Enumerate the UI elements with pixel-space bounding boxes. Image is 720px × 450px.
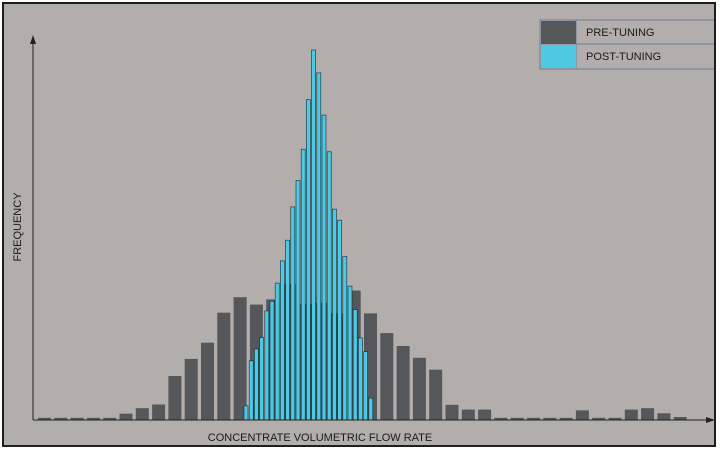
post-tuning-bar bbox=[259, 337, 264, 421]
post-tuning-bar bbox=[295, 180, 301, 421]
pre-tuning-bar bbox=[592, 417, 606, 420]
pre-tuning-bar bbox=[412, 357, 426, 420]
legend-label-post-tuning: POST-TUNING bbox=[586, 51, 661, 63]
pre-tuning-bar bbox=[461, 409, 475, 420]
post-tuning-bar bbox=[321, 114, 327, 421]
x-axis-label: CONCENTRATE VOLUMETRIC FLOW RATE bbox=[208, 432, 433, 444]
post-tuning-bar bbox=[269, 300, 275, 421]
y-axis-arrow-icon bbox=[30, 35, 36, 44]
post-tuning-bar bbox=[311, 49, 316, 421]
pre-tuning-bar bbox=[673, 417, 687, 420]
post-tuning-bar bbox=[358, 337, 363, 421]
pre-tuning-bar bbox=[152, 404, 166, 420]
pre-tuning-bar bbox=[657, 413, 671, 420]
pre-tuning-bar bbox=[641, 408, 655, 420]
pre-tuning-bar bbox=[478, 409, 492, 420]
pre-tuning-bar bbox=[217, 312, 231, 420]
pre-tuning-bar bbox=[608, 417, 622, 420]
pre-tuning-bar bbox=[559, 417, 573, 420]
pre-tuning-bar bbox=[184, 358, 198, 420]
post-tuning-bar bbox=[300, 148, 306, 421]
pre-tuning-bar bbox=[103, 417, 117, 420]
axes bbox=[30, 35, 714, 423]
post-tuning-bar bbox=[342, 256, 348, 421]
legend-swatch-post-tuning bbox=[541, 45, 576, 68]
pre-tuning-bar bbox=[494, 417, 508, 420]
y-axis-label: FREQUENCY bbox=[12, 192, 24, 262]
pre-tuning-bar bbox=[527, 417, 540, 420]
pre-tuning-bar bbox=[445, 404, 459, 420]
pre-tuning-bar bbox=[624, 409, 638, 420]
post-tuning-bar bbox=[368, 397, 374, 421]
pre-tuning-bar bbox=[510, 417, 524, 420]
pre-tuning-bar bbox=[429, 369, 443, 420]
pre-tuning-bar bbox=[380, 333, 394, 420]
post-tuning-bar bbox=[243, 405, 249, 421]
pre-tuning-bar bbox=[70, 417, 84, 420]
post-tuning-bar bbox=[332, 208, 337, 421]
legend-swatch-pre-tuning bbox=[541, 21, 576, 44]
pre-tuning-bar bbox=[54, 417, 68, 420]
post-tuning-bar bbox=[337, 219, 342, 421]
post-tuning-bar bbox=[363, 351, 368, 421]
pre-tuning-bar bbox=[135, 408, 149, 420]
legend-label-pre-tuning: PRE-TUNING bbox=[586, 27, 654, 39]
pre-tuning-bar bbox=[575, 410, 589, 420]
pre-tuning-bar bbox=[168, 376, 182, 420]
pre-tuning-bar bbox=[201, 342, 214, 420]
post-tuning-bar bbox=[264, 310, 270, 421]
post-tuning-bar bbox=[274, 282, 280, 421]
post-tuning-bar bbox=[352, 309, 358, 421]
post-tuning-bar bbox=[306, 99, 311, 421]
pre-tuning-bar bbox=[543, 417, 557, 420]
pre-tuning-bar bbox=[38, 417, 51, 420]
pre-tuning-bar bbox=[86, 417, 100, 420]
post-tuning-bar bbox=[285, 239, 290, 421]
pre-tuning-bar bbox=[233, 297, 247, 420]
post-tuning-bar bbox=[347, 285, 353, 421]
post-tuning-bar bbox=[290, 206, 296, 421]
post-tuning-bar bbox=[316, 72, 322, 421]
x-axis-arrow-icon bbox=[706, 417, 714, 423]
histogram-chart: CONCENTRATE VOLUMETRIC FLOW RATE FREQUEN… bbox=[12, 19, 714, 444]
pre-tuning-bar bbox=[396, 346, 410, 420]
post-tuning-bar bbox=[280, 260, 285, 421]
post-tuning-bar bbox=[254, 348, 259, 421]
legend: PRE-TUNING POST-TUNING bbox=[539, 19, 714, 70]
pre-tuning-bar bbox=[119, 413, 133, 420]
post-tuning-bars bbox=[243, 49, 374, 421]
post-tuning-bar bbox=[326, 151, 332, 421]
post-tuning-bar bbox=[248, 360, 254, 421]
